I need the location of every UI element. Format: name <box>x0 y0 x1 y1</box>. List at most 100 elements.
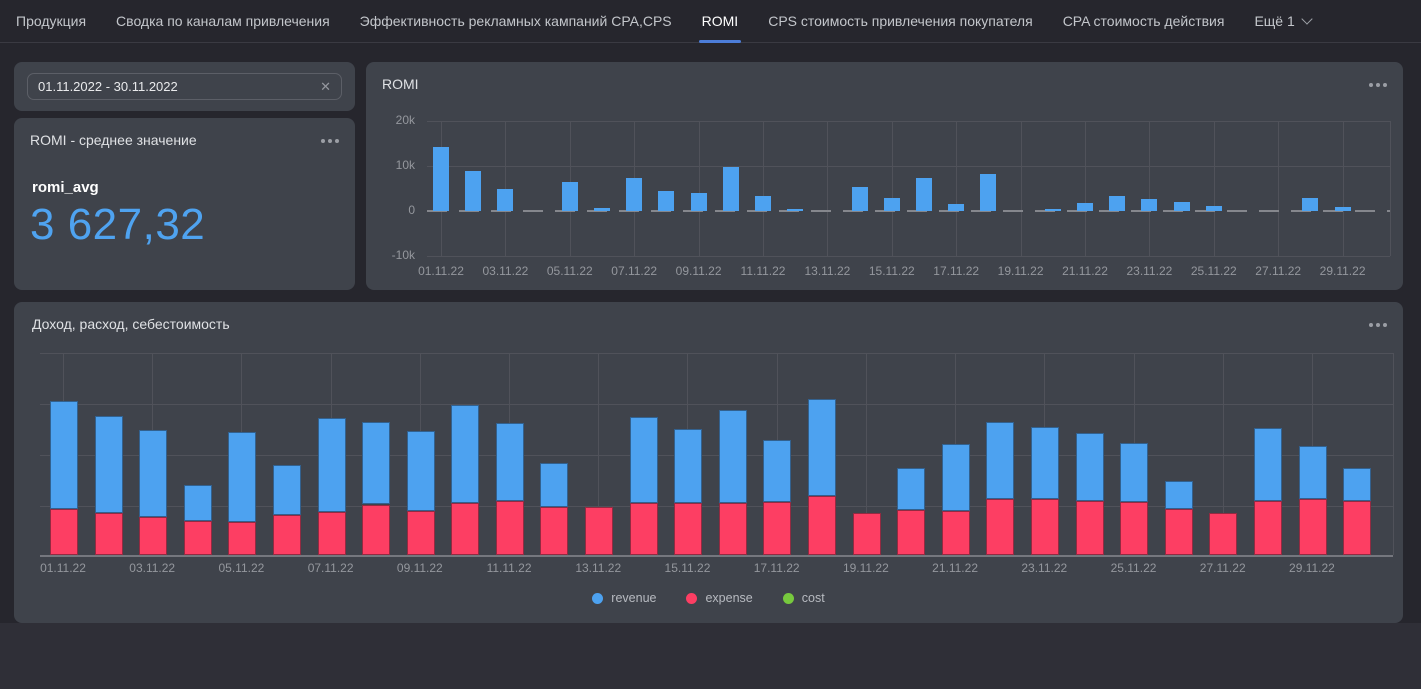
y-tick-label: -10k <box>391 248 415 262</box>
date-range-input[interactable]: 01.11.2022 - 30.11.2022 ✕ <box>27 73 342 100</box>
expense-bar-26.11.22[interactable] <box>1164 508 1193 555</box>
expense-bar-19.11.22[interactable] <box>852 512 881 555</box>
tab-campaign-effectiveness[interactable]: Эффективность рекламных кампаний CPA,CPS <box>360 0 672 43</box>
legend-item-revenue[interactable]: revenue <box>592 591 656 605</box>
revenue-bar-14.11.22[interactable] <box>629 416 658 504</box>
legend-item-expense[interactable]: expense <box>686 591 753 605</box>
romi-bar-03.11.22[interactable] <box>497 188 514 211</box>
revenue-bar-25.11.22[interactable] <box>1120 442 1149 503</box>
revenue-bar-20.11.22[interactable] <box>897 468 926 510</box>
expense-bar-29.11.22[interactable] <box>1298 499 1327 555</box>
romi-bar-29.11.22[interactable] <box>1334 207 1351 211</box>
revenue-bar-26.11.22[interactable] <box>1164 481 1193 509</box>
expense-bar-05.11.22[interactable] <box>228 521 257 555</box>
revenue-bar-01.11.22[interactable] <box>50 401 78 509</box>
card-menu-button[interactable] <box>319 132 341 150</box>
tab-cpa-action-cost[interactable]: CPA стоимость действия <box>1063 0 1225 43</box>
legend-item-cost[interactable]: cost <box>782 591 825 605</box>
romi-bar-05.11.22[interactable] <box>561 182 578 211</box>
revenue-bar-15.11.22[interactable] <box>674 428 703 504</box>
expense-bar-01.11.22[interactable] <box>50 508 78 555</box>
expense-bar-11.11.22[interactable] <box>495 501 524 555</box>
expense-bar-02.11.22[interactable] <box>94 512 123 555</box>
revenue-bar-08.11.22[interactable] <box>362 421 391 505</box>
romi-bar-15.11.22[interactable] <box>883 197 900 211</box>
revenue-bar-10.11.22[interactable] <box>451 404 480 504</box>
romi-bar-18.11.22[interactable] <box>980 173 997 211</box>
tab-channels-summary[interactable]: Сводка по каналам привлечения <box>116 0 330 43</box>
romi-bar-06.11.22[interactable] <box>594 208 610 211</box>
romi-bar-16.11.22[interactable] <box>916 177 932 211</box>
revenue-bar-02.11.22[interactable] <box>94 415 123 513</box>
expense-bar-08.11.22[interactable] <box>362 504 391 555</box>
revenue-bar-22.11.22[interactable] <box>986 421 1015 500</box>
expense-bar-25.11.22[interactable] <box>1120 502 1149 555</box>
romi-bar-17.11.22[interactable] <box>948 204 965 211</box>
revenue-bar-04.11.22[interactable] <box>183 485 212 521</box>
romi-bar-12.11.22[interactable] <box>787 209 804 211</box>
expense-bar-20.11.22[interactable] <box>897 509 926 555</box>
revenue-bar-23.11.22[interactable] <box>1030 426 1059 500</box>
expense-bar-06.11.22[interactable] <box>272 514 301 555</box>
expense-bar-23.11.22[interactable] <box>1030 499 1059 555</box>
expense-bar-15.11.22[interactable] <box>674 503 703 555</box>
revenue-bar-07.11.22[interactable] <box>317 417 346 512</box>
romi-bar-20.11.22[interactable] <box>1044 209 1061 211</box>
revenue-bar-05.11.22[interactable] <box>228 431 257 522</box>
romi-bar-25.11.22[interactable] <box>1205 206 1222 211</box>
expense-bar-10.11.22[interactable] <box>451 503 480 555</box>
expense-bar-12.11.22[interactable] <box>540 506 569 555</box>
revenue-bar-24.11.22[interactable] <box>1075 432 1104 502</box>
romi-bar-09.11.22[interactable] <box>690 193 707 211</box>
revenue-bar-03.11.22[interactable] <box>139 429 168 517</box>
expense-bar-13.11.22[interactable] <box>585 506 614 555</box>
expense-bar-17.11.22[interactable] <box>763 502 792 555</box>
revenue-bar-11.11.22[interactable] <box>495 422 524 502</box>
expense-bar-22.11.22[interactable] <box>986 499 1015 555</box>
revenue-bar-28.11.22[interactable] <box>1253 427 1282 502</box>
income-expense-chart-panel: Доход, расход, себестоимость 01.11.22 03.… <box>14 302 1403 623</box>
expense-bar-14.11.22[interactable] <box>629 503 658 555</box>
romi-bar-11.11.22[interactable] <box>755 195 771 211</box>
expense-bar-16.11.22[interactable] <box>718 503 747 555</box>
expense-bar-09.11.22[interactable] <box>406 510 435 555</box>
romi-bar-21.11.22[interactable] <box>1077 203 1093 211</box>
expense-bar-18.11.22[interactable] <box>808 496 837 555</box>
tab-products[interactable]: Продукция <box>16 0 86 43</box>
stacked-chart-menu-button[interactable] <box>1367 316 1389 334</box>
revenue-bar-06.11.22[interactable] <box>272 465 301 515</box>
romi-bar-28.11.22[interactable] <box>1302 197 1319 211</box>
romi-bar-24.11.22[interactable] <box>1173 201 1190 211</box>
revenue-bar-16.11.22[interactable] <box>718 409 747 504</box>
romi-bar-14.11.22[interactable] <box>851 187 868 211</box>
revenue-bar-21.11.22[interactable] <box>941 443 970 511</box>
revenue-bar-18.11.22[interactable] <box>808 399 837 497</box>
expense-bar-07.11.22[interactable] <box>317 511 346 555</box>
revenue-bar-29.11.22[interactable] <box>1298 445 1327 500</box>
revenue-bar-30.11.22[interactable] <box>1343 468 1372 502</box>
expense-bar-04.11.22[interactable] <box>183 520 212 555</box>
expense-bar-03.11.22[interactable] <box>139 516 168 555</box>
tab-cps-customer-acquisition-cost[interactable]: CPS стоимость привлечения покупателя <box>768 0 1032 43</box>
romi-bar-02.11.22[interactable] <box>465 170 482 211</box>
revenue-bar-09.11.22[interactable] <box>406 430 435 511</box>
revenue-bar-17.11.22[interactable] <box>763 439 792 503</box>
romi-bar-10.11.22[interactable] <box>722 166 739 211</box>
expense-bar-21.11.22[interactable] <box>941 510 970 555</box>
expense-bar-27.11.22[interactable] <box>1209 512 1238 555</box>
tab-more[interactable]: Ещё 1 <box>1254 0 1313 43</box>
x-tick-label: 13.11.22 <box>575 561 622 575</box>
clear-filter-icon[interactable]: ✕ <box>320 79 331 94</box>
romi-bar-07.11.22[interactable] <box>626 177 643 211</box>
romi-bar-01.11.22[interactable] <box>433 147 449 211</box>
romi-bar-22.11.22[interactable] <box>1109 195 1126 211</box>
x-tick-label: 01.11.22 <box>418 264 464 278</box>
tab-romi[interactable]: ROMI <box>698 0 742 43</box>
romi-bar-08.11.22[interactable] <box>658 191 675 211</box>
expense-bar-24.11.22[interactable] <box>1075 501 1104 555</box>
revenue-bar-12.11.22[interactable] <box>540 463 569 507</box>
romi-bar-23.11.22[interactable] <box>1141 198 1158 211</box>
expense-bar-30.11.22[interactable] <box>1343 501 1372 555</box>
expense-bar-28.11.22[interactable] <box>1253 501 1282 555</box>
romi-chart-menu-button[interactable] <box>1367 76 1389 94</box>
